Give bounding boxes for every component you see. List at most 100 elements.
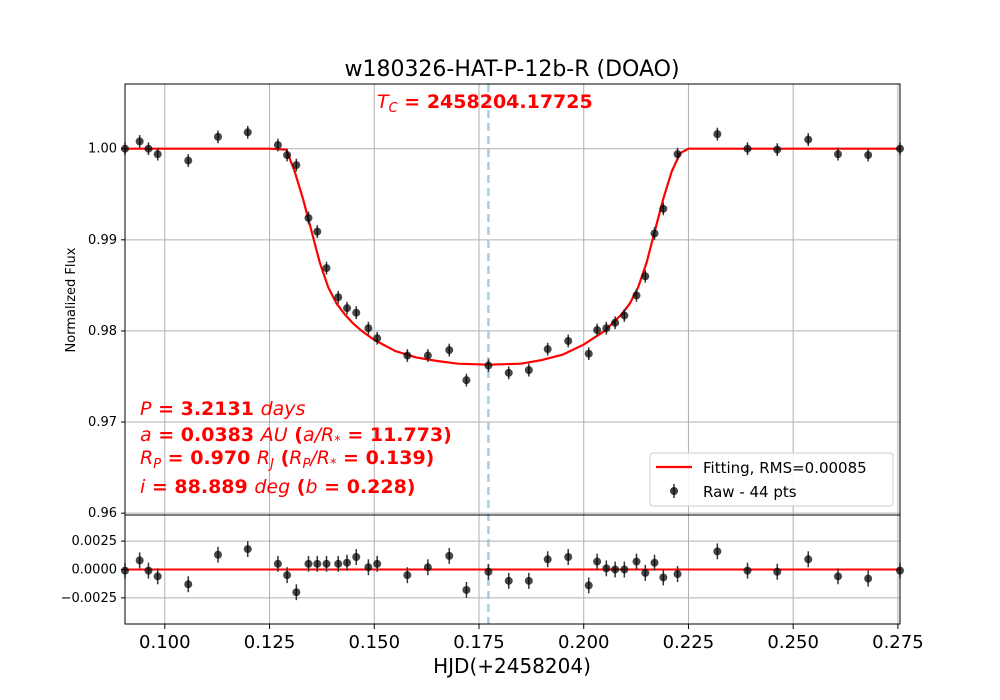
x-tick-label: 0.200 (558, 632, 610, 653)
raw-point (153, 150, 162, 159)
radius-symbol: R (140, 447, 153, 469)
main-y-tick-label: 0.96 (88, 506, 117, 521)
tc-subscript: C (389, 101, 399, 116)
semimajor-ratio-value: = 11.773) (341, 424, 452, 446)
raw-point (352, 308, 361, 317)
raw-point (184, 156, 193, 165)
raw-point (584, 349, 593, 358)
x-tick-label: 0.225 (663, 632, 715, 653)
residual-point (620, 565, 629, 574)
period-value: = 3.2131 (151, 398, 260, 420)
residual-point (135, 556, 144, 565)
residual-point (713, 547, 722, 556)
raw-point (343, 304, 352, 313)
residual-point (304, 559, 313, 568)
inclination-unit: deg (254, 476, 290, 498)
raw-point (564, 336, 573, 345)
inclination-symbol: i (140, 476, 146, 498)
residual-point (584, 581, 593, 590)
x-tick-label: 0.250 (767, 632, 819, 653)
raw-point (632, 291, 641, 300)
semimajor-ratio-subscript: * (334, 434, 341, 449)
main-y-tick-label: 1.00 (88, 142, 117, 157)
legend-fit-label: Fitting, RMS=0.00085 (703, 459, 867, 477)
raw-point (673, 150, 682, 159)
semimajor-unit: AU (259, 424, 288, 446)
period-symbol: P (140, 398, 152, 420)
residual-point (334, 559, 343, 568)
residual-point (313, 559, 322, 568)
raw-point (364, 324, 373, 333)
residual-point (144, 566, 153, 575)
residual-point (153, 572, 162, 581)
tc-value: = 2458204.17725 (398, 91, 593, 113)
residual-y-tick-label: 0.0025 (72, 534, 118, 549)
raw-point (373, 334, 382, 343)
residual-points (121, 541, 904, 601)
semimajor-value: = 0.0383 (152, 424, 261, 446)
x-tick-label: 0.150 (348, 632, 400, 653)
main-gridlines (125, 84, 900, 515)
y-axis-label: Normalized Flux (64, 247, 79, 352)
main-y-tick-label: 0.98 (88, 324, 117, 339)
residual-point (484, 567, 493, 576)
semimajor-ratio-symbol: a/R (303, 424, 334, 446)
residual-point (403, 571, 412, 580)
radius-value: = 0.970 (161, 447, 257, 469)
residual-point (352, 553, 361, 562)
inclination-paren: ( (290, 476, 305, 498)
impact-value: = 0.228) (318, 476, 416, 498)
radius-ratio-slash: /R (308, 447, 330, 469)
raw-point (620, 311, 629, 320)
chart-title: w180326-HAT-P-12b-R (DOAO) (344, 57, 679, 82)
raw-point (593, 326, 602, 335)
tc-annotation: TC = 2458204.17725 (377, 91, 593, 116)
radius-ratio-value: = 0.139) (336, 447, 434, 469)
residual-point (834, 572, 842, 581)
raw-point (135, 137, 144, 146)
inclination-annotation: i = 88.889 deg (b = 0.228) (140, 476, 416, 498)
radius-ratio-symbol: R (289, 447, 302, 469)
raw-point (602, 324, 611, 333)
raw-point (484, 361, 493, 370)
x-axis-label: HJD(+2458204) (433, 654, 591, 678)
period-unit: days (261, 398, 306, 420)
residual-point (773, 567, 782, 576)
main-panel: 0.96 0.97 0.98 0.99 1.00 (88, 83, 904, 624)
residual-point (864, 574, 873, 583)
residual-point (462, 585, 471, 594)
residual-point (364, 563, 373, 572)
residual-point (322, 559, 331, 568)
residual-point (602, 564, 611, 573)
raw-point (773, 145, 782, 154)
residual-point (564, 553, 573, 562)
raw-point (524, 366, 533, 375)
raw-point (504, 368, 513, 377)
raw-point (641, 272, 650, 281)
residual-point (445, 551, 454, 560)
legend-raw-marker (670, 487, 678, 495)
raw-point (304, 213, 313, 222)
residual-point (524, 576, 533, 585)
raw-points (121, 125, 904, 387)
residual-y-ticks: −0.0025 0.0000 0.0025 (61, 534, 125, 606)
x-tick-label: 0.100 (139, 632, 191, 653)
residual-point (423, 563, 432, 572)
residual-point (632, 557, 641, 566)
residual-point (184, 580, 193, 589)
raw-point (864, 151, 873, 160)
raw-point (445, 346, 454, 355)
raw-point (243, 128, 252, 137)
period-annotation: P = 3.2131 days (140, 398, 306, 420)
x-tick-label: 0.125 (244, 632, 296, 653)
raw-point (423, 351, 432, 360)
semimajor-symbol: a (140, 424, 152, 446)
impact-symbol: b (306, 476, 318, 498)
residual-point (214, 550, 222, 559)
residual-point (673, 570, 682, 579)
legend: Fitting, RMS=0.00085 Raw - 44 pts (649, 452, 894, 507)
semimajor-paren: ( (288, 424, 303, 446)
residual-point (543, 555, 552, 564)
